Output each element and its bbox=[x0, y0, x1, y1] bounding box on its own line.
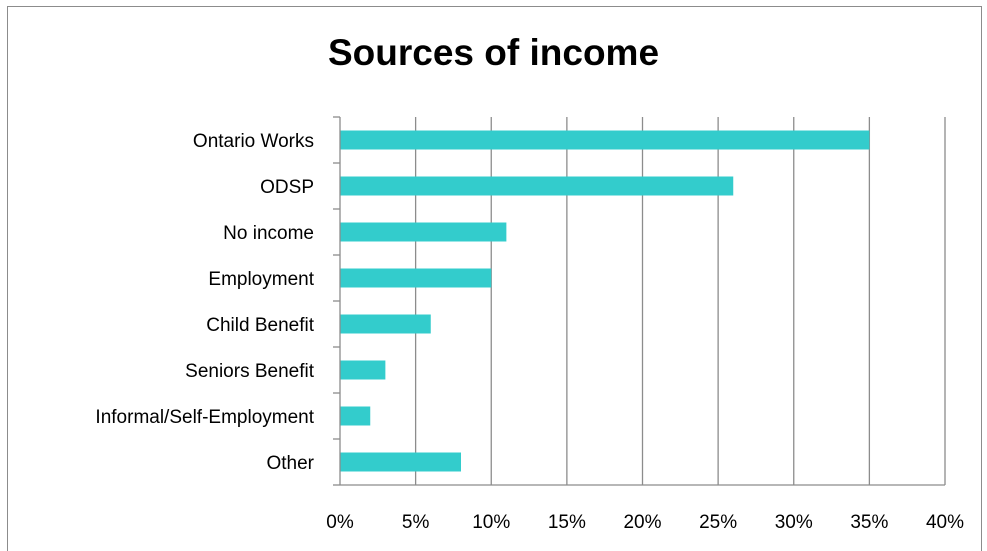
bars bbox=[340, 130, 870, 472]
chart-title: Sources of income bbox=[327, 32, 660, 73]
x-tick-label: 20% bbox=[623, 512, 661, 533]
x-tick-label: 5% bbox=[402, 512, 430, 533]
category-label: Seniors Benefit bbox=[185, 361, 315, 382]
x-tick-label: 15% bbox=[548, 512, 586, 533]
x-tick-label: 25% bbox=[699, 512, 737, 533]
bar bbox=[340, 452, 461, 472]
bar bbox=[340, 176, 734, 196]
category-label: Informal/Self-Employment bbox=[95, 407, 314, 428]
x-tick-label: 35% bbox=[850, 512, 888, 533]
bar bbox=[340, 360, 386, 380]
category-label: Other bbox=[266, 453, 314, 474]
category-label: Child Benefit bbox=[206, 315, 314, 336]
x-tick-labels: 0% 5% 10% 15% 20% 25% 30% 35% 40% bbox=[326, 512, 964, 533]
x-tick-label: 30% bbox=[775, 512, 813, 533]
category-labels: Ontario Works ODSP No income Employment Chil… bbox=[95, 131, 314, 474]
chart-frame bbox=[7, 6, 982, 551]
bar bbox=[340, 130, 870, 150]
category-label: ODSP bbox=[260, 177, 314, 198]
bar bbox=[340, 268, 492, 288]
bar bbox=[340, 314, 431, 334]
x-tick-label: 0% bbox=[326, 512, 354, 533]
bar bbox=[340, 406, 371, 426]
axes bbox=[333, 116, 945, 486]
x-tick-label: 10% bbox=[472, 512, 510, 533]
category-label: Employment bbox=[208, 269, 314, 290]
bar bbox=[340, 222, 507, 242]
category-label: Ontario Works bbox=[193, 131, 314, 152]
gridlines bbox=[414, 117, 946, 485]
category-label: No income bbox=[223, 223, 314, 244]
x-tick-label: 40% bbox=[926, 512, 964, 533]
